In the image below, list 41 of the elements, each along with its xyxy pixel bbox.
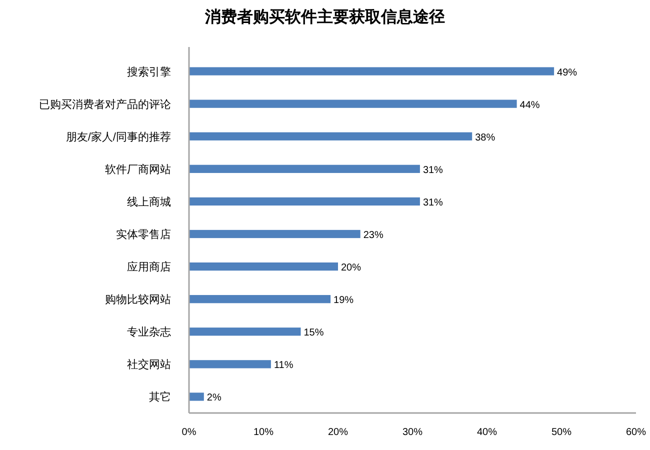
x-tick-label: 40% (476, 427, 498, 438)
bar (189, 100, 517, 108)
bar (189, 132, 472, 140)
y-tick-label: 朋友/家人/同事的推荐 (66, 130, 171, 144)
data-label: 15% (304, 328, 324, 339)
x-tick-label: 20% (328, 427, 348, 438)
bar (189, 230, 360, 238)
y-tick-label: 购物比较网站 (105, 293, 171, 306)
data-label: 20% (341, 262, 362, 274)
x-tick-label: 30% (402, 427, 423, 438)
bar (189, 392, 204, 401)
bar (189, 295, 331, 304)
x-tick-label: 0% (182, 427, 196, 438)
y-tick-label: 应用商店 (127, 260, 171, 274)
y-tick-label: 实体零售店 (116, 228, 171, 241)
data-label: 23% (363, 230, 384, 241)
y-tick-label: 线上商城 (127, 195, 171, 208)
data-label: 2% (206, 392, 222, 404)
bar (189, 164, 420, 173)
data-label: 49% (557, 67, 578, 78)
data-label: 31% (422, 197, 444, 208)
x-tick-label: 10% (253, 427, 274, 438)
data-label: 38% (475, 132, 496, 144)
bar (189, 328, 301, 336)
y-tick-label: 社交网站 (127, 358, 171, 372)
y-tick-label: 已购买消费者对产品的评论 (39, 98, 171, 111)
x-tick-label: 60% (626, 427, 646, 438)
data-label: 19% (334, 295, 354, 306)
bar (189, 197, 420, 206)
chart-title: 消费者购买软件主要获取信息途径 (204, 7, 445, 26)
y-tick-label: 搜索引擎 (127, 65, 171, 78)
data-label: 44% (520, 100, 540, 111)
x-tick-label: 50% (551, 427, 572, 438)
bar (189, 360, 271, 368)
y-tick-label: 软件厂商网站 (105, 162, 171, 176)
data-label: 11% (274, 360, 294, 372)
data-label: 31% (422, 164, 444, 176)
y-tick-label: 其它 (149, 390, 171, 404)
bar (189, 262, 338, 271)
y-tick-label: 专业杂志 (127, 326, 171, 339)
bar (189, 67, 554, 76)
